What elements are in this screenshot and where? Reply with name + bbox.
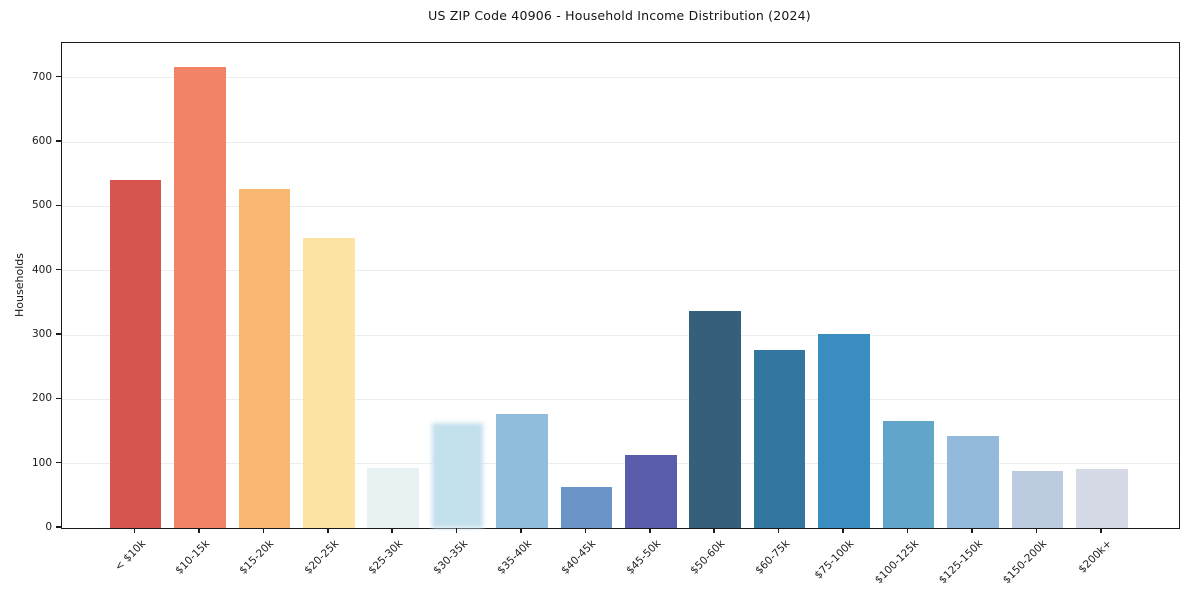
bar <box>109 180 162 528</box>
y-tick-mark <box>56 461 61 464</box>
bar <box>1011 471 1064 528</box>
x-tick-label: < $10k <box>112 537 148 574</box>
x-tick-mark <box>649 528 651 534</box>
y-axis-label: Households <box>13 253 26 317</box>
gridline <box>62 270 1179 272</box>
x-tick-mark <box>391 528 393 534</box>
x-tick-mark <box>262 528 265 534</box>
gridline <box>62 141 1179 143</box>
bar <box>560 486 613 528</box>
bar <box>882 420 935 528</box>
bar <box>238 189 291 528</box>
bars-layer <box>62 43 1179 528</box>
y-tick-mark <box>56 397 61 400</box>
x-tick-mark <box>198 528 200 534</box>
gridline <box>62 205 1179 207</box>
x-tick-mark <box>842 528 844 534</box>
x-tick-mark <box>1100 528 1102 534</box>
x-tick-mark <box>133 528 136 534</box>
x-tick-mark <box>455 528 458 534</box>
bar <box>174 67 226 528</box>
y-tick-mark <box>56 268 61 271</box>
y-tick-mark <box>56 526 61 528</box>
y-tick-label: 700 <box>31 70 52 83</box>
y-tick-label: 200 <box>31 392 52 405</box>
y-tick-label: 500 <box>31 199 52 212</box>
y-tick-mark <box>56 140 61 142</box>
x-tick-mark <box>584 528 587 534</box>
y-tick-label: 300 <box>31 328 52 341</box>
bar <box>818 333 870 528</box>
gridline <box>62 398 1179 400</box>
bar <box>431 423 484 528</box>
plot-area <box>61 42 1180 529</box>
y-tick-mark <box>56 75 61 78</box>
y-tick-label: 100 <box>31 456 52 469</box>
bar <box>689 310 742 528</box>
bar <box>367 468 419 528</box>
gridline <box>62 77 1179 79</box>
y-tick-label: 0 <box>45 521 52 533</box>
x-tick-mark <box>906 528 909 534</box>
x-tick-mark <box>326 528 329 534</box>
x-tick-mark <box>971 528 973 534</box>
bar <box>753 350 806 528</box>
gridlines-layer <box>62 43 1179 528</box>
gridline <box>62 334 1179 336</box>
bar <box>302 237 355 528</box>
x-tick-mark <box>520 528 522 534</box>
y-tick-mark <box>56 204 61 207</box>
chart-title: US ZIP Code 40906 - Household Income Dis… <box>428 8 811 23</box>
gridline <box>62 463 1179 465</box>
x-tick-mark <box>1035 528 1038 534</box>
bar <box>1076 469 1128 528</box>
y-tick-label: 400 <box>31 263 52 276</box>
bar <box>496 413 548 528</box>
x-tick-mark <box>713 528 716 534</box>
y-tick-mark <box>56 333 61 335</box>
bar <box>947 436 999 528</box>
bar <box>625 455 677 528</box>
x-tick-mark <box>777 528 780 534</box>
y-tick-label: 600 <box>31 135 52 148</box>
